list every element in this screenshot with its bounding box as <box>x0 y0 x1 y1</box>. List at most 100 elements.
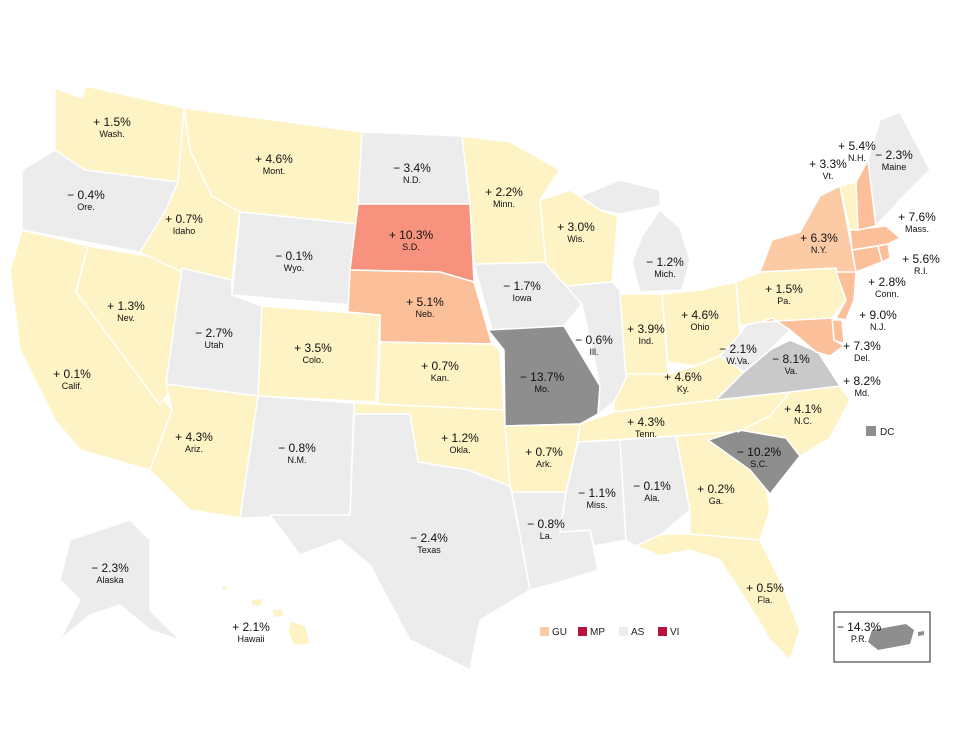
dc-swatch <box>866 426 876 436</box>
label-value-mt: + 4.6% <box>255 152 293 166</box>
state-shape-mi[interactable] <box>631 209 691 293</box>
vi-swatch <box>658 627 667 636</box>
label-value-la: − 0.8% <box>527 517 565 531</box>
label-value-fl: + 0.5% <box>746 581 784 595</box>
mp-swatch <box>578 627 587 636</box>
state-labels: + 1.5% Wash. − 0.4% Ore. + 0.1% Calif. +… <box>53 115 940 644</box>
state-shape-mi-up[interactable] <box>579 179 661 215</box>
label-value-ut: − 2.7% <box>195 326 233 340</box>
state-shape-mo[interactable] <box>487 325 601 427</box>
state-shape-ma[interactable] <box>849 225 901 251</box>
label-abbr-tx: Texas <box>417 545 441 555</box>
label-abbr-ky: Ky. <box>677 384 689 394</box>
label-abbr-ma: Mass. <box>905 224 929 234</box>
label-value-sc: − 10.2% <box>737 445 782 459</box>
state-shape-fl[interactable] <box>635 533 801 661</box>
puerto-rico-inset <box>833 611 931 663</box>
state-shape-pa[interactable] <box>735 267 847 327</box>
label-value-in: + 3.9% <box>627 322 665 336</box>
state-shape-nc[interactable] <box>737 385 851 457</box>
state-shape-me[interactable] <box>867 111 931 227</box>
label-value-mi: − 1.2% <box>646 255 684 269</box>
label-abbr-mn: Minn. <box>493 199 515 209</box>
label-abbr-sd: S.D. <box>402 242 420 252</box>
label-abbr-pa: Pa. <box>777 296 791 306</box>
state-shape-co[interactable] <box>257 305 381 403</box>
label-value-mn: + 2.2% <box>485 185 523 199</box>
label-value-va: − 8.1% <box>772 352 810 366</box>
label-value-oh: + 4.6% <box>681 308 719 322</box>
label-value-ri: + 5.6% <box>902 252 940 266</box>
label-abbr-wy: Wyo. <box>284 263 304 273</box>
pr-shape[interactable] <box>868 624 914 650</box>
state-shape-ak[interactable] <box>59 519 181 641</box>
label-abbr-ar: Ark. <box>536 459 552 469</box>
label-value-wa: + 1.5% <box>93 115 131 129</box>
label-value-nv: + 1.3% <box>107 299 145 313</box>
state-shape-ks[interactable] <box>377 341 505 411</box>
label-abbr-ms: Miss. <box>587 500 608 510</box>
label-abbr-mt: Mont. <box>263 166 286 176</box>
label-value-ak: − 2.3% <box>91 561 129 575</box>
label-abbr-oh: Ohio <box>690 322 709 332</box>
label-abbr-wa: Wash. <box>99 129 124 139</box>
label-value-me: − 2.3% <box>875 148 913 162</box>
label-abbr-wi: Wis. <box>567 234 585 244</box>
vi-label: VI <box>670 627 679 638</box>
label-abbr-vt: Vt. <box>822 171 833 181</box>
state-shapes <box>9 85 931 671</box>
label-value-tn: + 4.3% <box>627 415 665 429</box>
label-value-nh: + 5.4% <box>838 139 876 153</box>
label-value-hi: + 2.1% <box>232 620 270 634</box>
label-abbr-md: Md. <box>854 388 869 398</box>
label-abbr-pr: P.R. <box>851 634 867 644</box>
label-abbr-tn: Tenn. <box>635 429 657 439</box>
label-value-ky: + 4.6% <box>664 370 702 384</box>
label-abbr-id: Idaho <box>173 226 196 236</box>
label-abbr-mi: Mich. <box>654 269 676 279</box>
label-abbr-ct: Conn. <box>875 289 899 299</box>
label-abbr-al: Ala. <box>644 493 660 503</box>
label-value-ms: − 1.1% <box>578 486 616 500</box>
label-abbr-nm: N.M. <box>288 455 307 465</box>
label-abbr-va: Va. <box>785 366 798 376</box>
label-value-ga: + 0.2% <box>697 482 735 496</box>
gu-swatch <box>540 627 549 636</box>
label-abbr-ak: Alaska <box>96 575 123 585</box>
label-abbr-sc: S.C. <box>750 459 768 469</box>
label-abbr-az: Ariz. <box>185 444 203 454</box>
state-shape-tx[interactable] <box>269 413 531 671</box>
label-value-vt: + 3.3% <box>809 157 847 171</box>
label-abbr-ga: Ga. <box>709 496 724 506</box>
label-value-pr: − 14.3% <box>837 620 882 634</box>
label-abbr-or: Ore. <box>77 202 95 212</box>
as-swatch <box>619 627 628 636</box>
dc-legend: DC <box>866 426 894 438</box>
label-value-co: + 3.5% <box>294 341 332 355</box>
state-shape-hi[interactable] <box>219 583 311 647</box>
label-value-wi: + 3.0% <box>557 220 595 234</box>
label-value-ca: + 0.1% <box>53 367 91 381</box>
label-value-mo: − 13.7% <box>520 370 565 384</box>
label-value-nd: − 3.4% <box>393 161 431 175</box>
label-value-ks: + 0.7% <box>421 359 459 373</box>
state-shape-wi[interactable] <box>539 189 619 287</box>
label-value-wy: − 0.1% <box>275 249 313 263</box>
state-shape-md[interactable] <box>759 317 845 357</box>
label-abbr-hi: Hawaii <box>237 634 264 644</box>
label-abbr-nh: N.H. <box>848 153 866 163</box>
label-value-md: + 8.2% <box>843 374 881 388</box>
label-value-id: + 0.7% <box>165 212 203 226</box>
label-abbr-ok: Okla. <box>449 445 470 455</box>
label-value-ok: + 1.2% <box>441 431 479 445</box>
label-abbr-ny: N.Y. <box>811 245 827 255</box>
label-value-ma: + 7.6% <box>898 210 936 224</box>
label-value-az: + 4.3% <box>175 430 213 444</box>
label-value-tx: − 2.4% <box>410 531 448 545</box>
label-abbr-nj: N.J. <box>870 322 886 332</box>
label-value-wv: − 2.1% <box>719 342 757 356</box>
label-abbr-nv: Nev. <box>117 313 135 323</box>
label-value-ct: + 2.8% <box>868 275 906 289</box>
label-abbr-ri: R.I. <box>914 266 928 276</box>
